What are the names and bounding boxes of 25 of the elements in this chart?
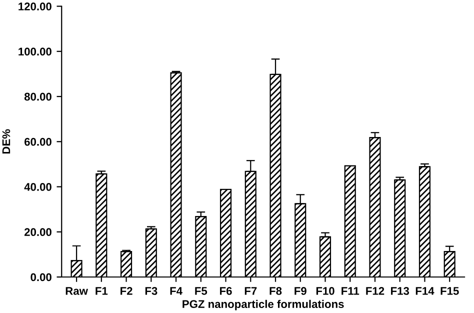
x-tick-label: Raw xyxy=(66,287,88,295)
x-tick-label: F3 xyxy=(145,287,158,295)
y-tick-label: 40.00 xyxy=(24,183,52,191)
x-tick-label: F9 xyxy=(294,287,306,295)
x-tick-label: F4 xyxy=(170,287,182,295)
x-tick-label: F12 xyxy=(366,287,384,295)
y-tick-label: 0.00 xyxy=(30,273,52,282)
y-tick-label: 60.00 xyxy=(24,138,52,146)
x-tick-label: F7 xyxy=(244,287,257,295)
y-tick-label: 20.00 xyxy=(24,228,52,236)
x-axis-title: PGZ nanoparticle formulations xyxy=(182,300,344,310)
x-tick-label: F13 xyxy=(391,287,410,295)
x-tick-label: F10 xyxy=(316,287,334,295)
x-tick-label: F5 xyxy=(195,287,208,295)
x-tick-label: F1 xyxy=(96,287,108,295)
x-tick-label: F2 xyxy=(120,287,132,295)
y-tick-label: 120.00 xyxy=(18,2,52,10)
x-tick-label: F14 xyxy=(416,287,434,295)
x-tick-label: F11 xyxy=(342,287,360,295)
y-tick-label: 80.00 xyxy=(24,92,52,101)
x-tick-label: F6 xyxy=(220,287,232,295)
x-tick-label: F8 xyxy=(270,287,282,295)
y-axis-title: DE% xyxy=(2,129,10,154)
x-tick-label: F15 xyxy=(440,287,459,295)
y-tick-label: 100.00 xyxy=(18,48,52,56)
